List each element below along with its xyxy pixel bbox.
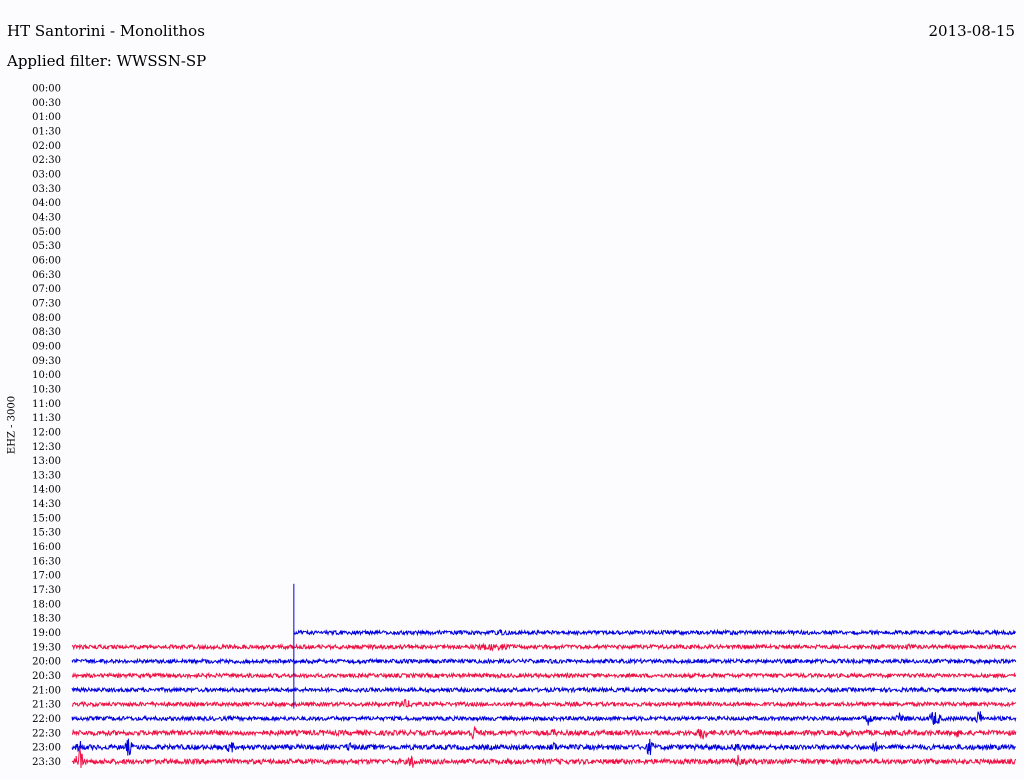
time-tick-label: 13:00 [32, 456, 61, 467]
trace-row-2030 [71, 671, 1017, 680]
time-tick-label: 20:30 [32, 671, 61, 682]
time-tick-label: 17:30 [32, 585, 61, 596]
time-tick-label: 15:00 [32, 513, 61, 524]
time-tick-label: 18:30 [32, 614, 61, 625]
trace-row-2130 [71, 698, 1017, 709]
time-tick-label: 01:30 [32, 126, 61, 137]
time-tick-label: 16:00 [32, 542, 61, 553]
time-tick-label: 09:00 [32, 341, 61, 352]
time-tick-label: 02:30 [32, 155, 61, 166]
time-tick-label: 22:00 [32, 714, 61, 725]
trace-row-2330 [71, 747, 1017, 769]
trace-row-2300 [71, 738, 1017, 756]
time-tick-label: 23:00 [32, 743, 61, 754]
time-tick-label: 12:00 [32, 427, 61, 438]
time-tick-label: 01:00 [32, 112, 61, 123]
trace-row-2200 [71, 711, 1017, 726]
trace-row-1900 [293, 628, 1017, 637]
time-tick-label: 07:00 [32, 284, 61, 295]
time-tick-label: 04:30 [32, 212, 61, 223]
time-tick-label: 11:00 [32, 399, 61, 410]
time-tick-label: 06:30 [32, 270, 61, 281]
time-tick-label: 06:00 [32, 255, 61, 266]
time-tick-label: 21:30 [32, 700, 61, 711]
station-title: HT Santorini - Monolithos [7, 22, 205, 40]
trace-row-2100 [71, 685, 1016, 694]
time-tick-label: 11:30 [32, 413, 61, 424]
trace-row-1930 [71, 642, 1017, 652]
time-tick-label: 14:30 [32, 499, 61, 510]
time-tick-label: 22:30 [32, 728, 61, 739]
applied-filter-label: Applied filter: WWSSN-SP [7, 52, 207, 70]
time-tick-label: 20:00 [32, 657, 61, 668]
time-tick-label: 14:00 [32, 485, 61, 496]
time-tick-label: 02:00 [32, 141, 61, 152]
time-tick-label: 12:30 [32, 442, 61, 453]
trace-row-2230 [71, 726, 1017, 740]
time-tick-label: 08:30 [32, 327, 61, 338]
time-tick-label: 05:00 [32, 227, 61, 238]
time-tick-label: 21:00 [32, 685, 61, 696]
time-tick-label: 00:30 [32, 98, 61, 109]
time-tick-label: 10:30 [32, 384, 61, 395]
time-tick-label: 00:00 [32, 84, 61, 95]
time-tick-label: 16:30 [32, 556, 61, 567]
time-tick-label: 08:00 [32, 313, 61, 324]
trace-row-2000 [71, 657, 1017, 666]
time-tick-label: 05:30 [32, 241, 61, 252]
time-tick-label: 03:00 [32, 169, 61, 180]
time-tick-label: 19:00 [32, 628, 61, 639]
time-tick-label: 23:30 [32, 757, 61, 768]
time-tick-label: 10:00 [32, 370, 61, 381]
time-axis-labels: 00:00 00:30 01:00 01:30 02:00 02:30 03:00 03:30… [32, 84, 61, 769]
time-tick-label: 18:00 [32, 599, 61, 610]
time-tick-label: 03:30 [32, 184, 61, 195]
record-date: 2013-08-15 [928, 22, 1015, 40]
time-tick-label: 07:30 [32, 298, 61, 309]
time-tick-label: 19:30 [32, 642, 61, 653]
time-tick-label: 15:30 [32, 528, 61, 539]
seismogram-traces [71, 583, 1017, 769]
time-tick-label: 09:30 [32, 356, 61, 367]
time-tick-label: 17:00 [32, 571, 61, 582]
time-tick-label: 04:00 [32, 198, 61, 209]
time-tick-label: 13:30 [32, 470, 61, 481]
